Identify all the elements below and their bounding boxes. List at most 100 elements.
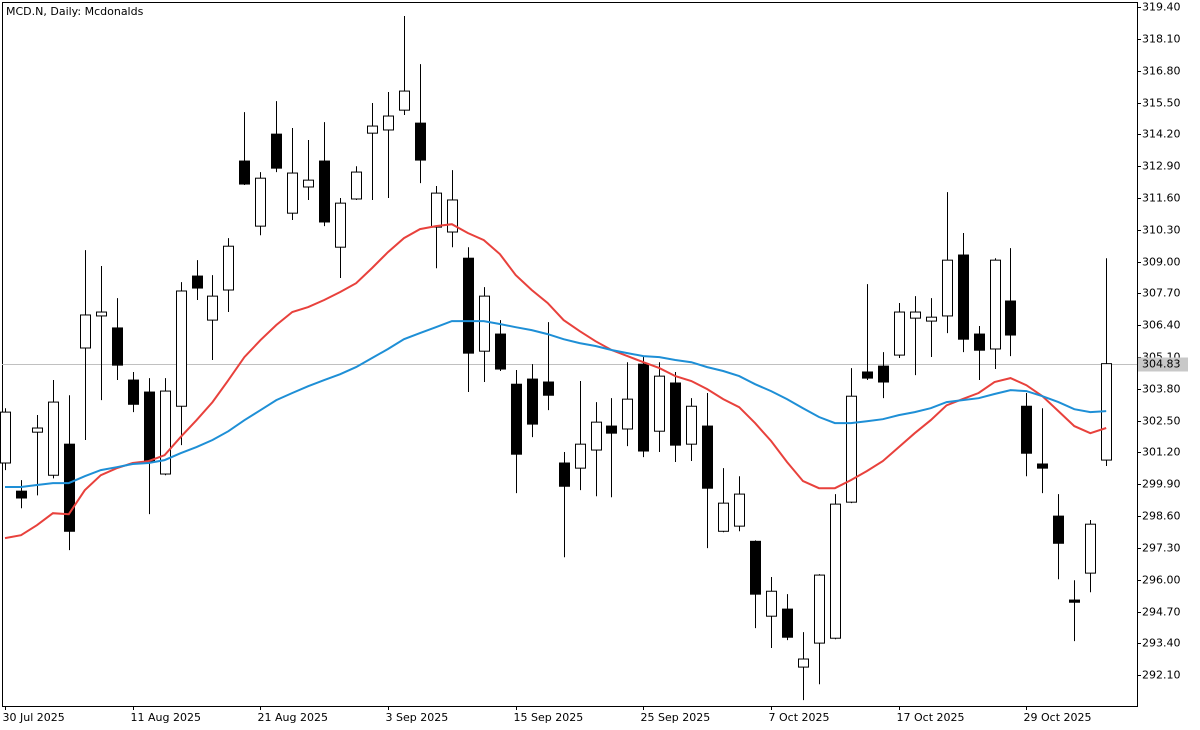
candle-body — [160, 390, 171, 475]
candle-body — [176, 290, 187, 407]
y-tick-label: 307.70 — [1142, 287, 1181, 300]
y-tick-label: 294.70 — [1142, 606, 1181, 619]
candle-body — [16, 490, 27, 499]
x-tick-label: 30 Jul 2025 — [3, 711, 65, 724]
candle-body — [686, 405, 697, 445]
candle-body — [974, 333, 985, 351]
candle-body — [32, 427, 43, 433]
candle-body — [128, 379, 139, 405]
candle-body — [942, 259, 953, 317]
candle-body — [543, 381, 554, 396]
candle-body — [96, 311, 107, 317]
candle-body — [1085, 523, 1096, 574]
candle-body — [814, 574, 825, 644]
candle-body — [192, 275, 203, 289]
y-tick-label: 302.50 — [1142, 415, 1181, 428]
candle-body — [335, 202, 346, 248]
candle-body — [415, 122, 426, 161]
candle-body — [606, 425, 617, 434]
candle-body — [830, 503, 841, 639]
candle-body — [926, 316, 937, 322]
candle-body — [575, 443, 586, 469]
candle-body — [670, 382, 681, 446]
candle-body — [511, 383, 522, 455]
candle-body — [1021, 405, 1032, 454]
y-tick-label: 314.20 — [1142, 128, 1181, 141]
y-tick-label: 306.40 — [1142, 319, 1181, 332]
candle-body — [527, 378, 538, 425]
y-tick-label: 312.90 — [1142, 160, 1181, 173]
candle-body — [990, 259, 1001, 350]
candle-body — [622, 398, 633, 430]
candle-body — [144, 391, 155, 463]
candle-body — [1053, 515, 1064, 544]
y-tick-label: 310.30 — [1142, 224, 1181, 237]
candle-body — [447, 199, 458, 233]
y-tick-label: 316.80 — [1142, 65, 1181, 78]
candle-body — [495, 333, 506, 370]
candle-body — [718, 502, 729, 532]
candle-body — [1069, 599, 1080, 603]
candle-body — [287, 172, 298, 214]
y-tick-label: 299.90 — [1142, 478, 1181, 491]
moving-average-line — [5, 320, 1107, 488]
y-tick-label: 318.10 — [1142, 33, 1181, 46]
candle-body — [367, 125, 378, 134]
candle-body — [1037, 463, 1048, 469]
candle-body — [463, 257, 474, 354]
y-tick-label: 292.10 — [1142, 669, 1181, 682]
candle-body — [958, 254, 969, 340]
candle-body — [654, 375, 665, 432]
candle-body — [638, 363, 649, 452]
candle-body — [750, 540, 761, 595]
y-tick-label: 311.60 — [1142, 192, 1181, 205]
x-tick-label: 11 Aug 2025 — [131, 711, 201, 724]
candle-body — [351, 171, 362, 200]
last-price-label: 304.83 — [1142, 358, 1181, 371]
candle-body — [894, 311, 905, 356]
candle-body — [383, 115, 394, 131]
candle-body — [702, 425, 713, 489]
y-tick-label: 309.00 — [1142, 256, 1181, 269]
candle-body — [782, 608, 793, 638]
x-tick-label: 21 Aug 2025 — [258, 711, 328, 724]
y-tick-label: 315.50 — [1142, 97, 1181, 110]
candle-body — [271, 133, 282, 169]
y-tick-label: 319.40 — [1142, 1, 1181, 14]
candle-body — [319, 160, 330, 223]
x-tick-label: 29 Oct 2025 — [1024, 711, 1092, 724]
plot-frame — [2, 2, 1138, 707]
x-tick-label: 25 Sep 2025 — [641, 711, 711, 724]
candle-body — [846, 395, 857, 503]
candle-body — [0, 411, 11, 464]
candle-body — [431, 192, 442, 228]
candle-body — [766, 590, 777, 617]
candle-body — [255, 177, 266, 227]
y-tick-label: 303.80 — [1142, 383, 1181, 396]
candle-body — [207, 295, 218, 321]
last-price-box — [1138, 357, 1188, 372]
y-tick-label: 293.40 — [1142, 637, 1181, 650]
y-tick-label: 298.60 — [1142, 510, 1181, 523]
candle-body — [80, 314, 91, 349]
x-tick-label: 7 Oct 2025 — [769, 711, 830, 724]
candle-body — [479, 295, 490, 352]
y-tick-label: 301.20 — [1142, 446, 1181, 459]
candle-body — [878, 365, 889, 383]
x-tick-label: 17 Oct 2025 — [897, 711, 965, 724]
y-tick-label: 296.00 — [1142, 574, 1181, 587]
x-tick-label: 3 Sep 2025 — [386, 711, 449, 724]
candle-body — [910, 311, 921, 319]
moving-average-line — [4, 223, 1107, 540]
candle-body — [239, 160, 250, 185]
candle-body — [798, 658, 809, 668]
candle-body — [399, 90, 410, 111]
candle-body — [303, 179, 314, 188]
y-tick-label: 297.30 — [1142, 542, 1181, 555]
candle-body — [559, 462, 570, 487]
candle-body — [112, 327, 123, 366]
candle-body — [591, 421, 602, 451]
candle-body — [862, 371, 873, 379]
